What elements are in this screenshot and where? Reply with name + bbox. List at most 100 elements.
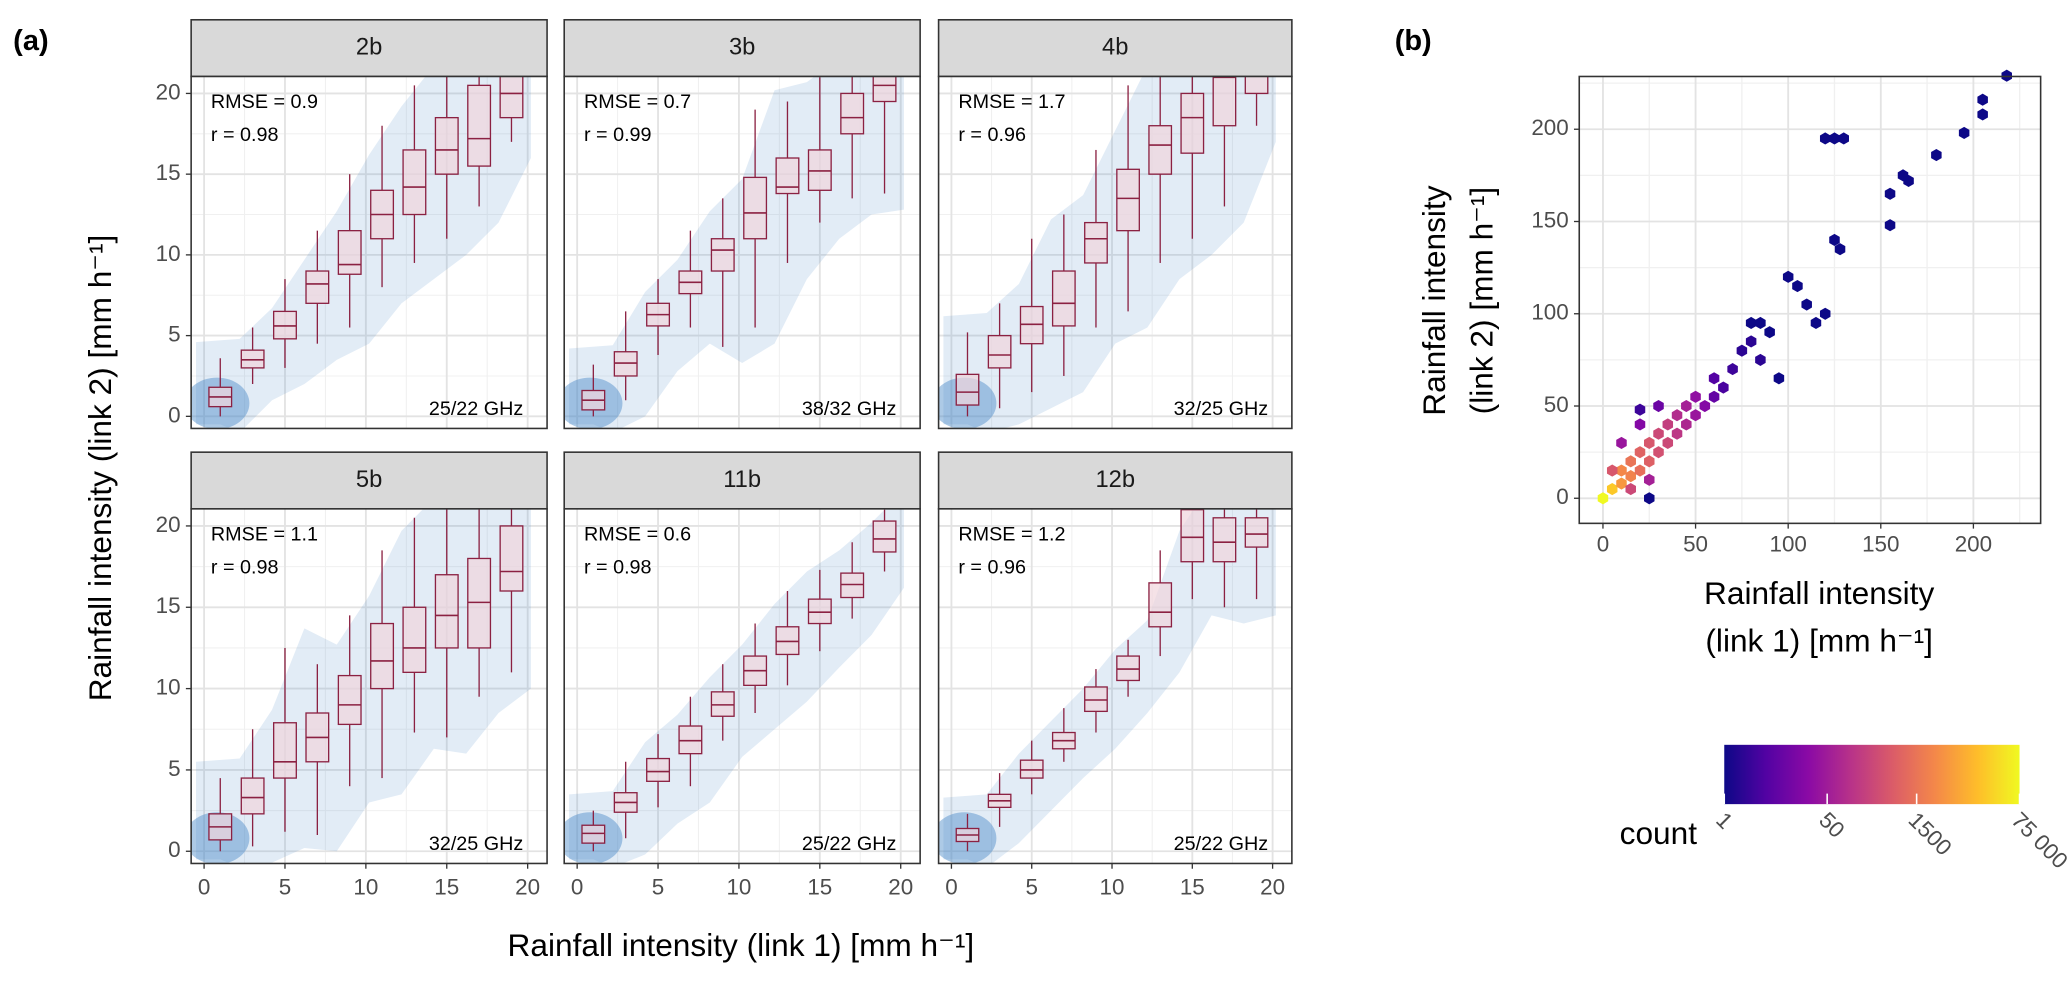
facet: 12b RMSE = 1.2 r = 0.96 25/22 GHz 0 5 10 15 20	[937, 451, 1293, 899]
hexbin	[1782, 270, 1794, 283]
hexbin	[1810, 316, 1822, 330]
box	[807, 149, 832, 191]
x-tick-label: 0	[1597, 532, 1609, 557]
plot-area	[191, 508, 531, 864]
box	[1051, 270, 1076, 327]
hexbin	[1616, 477, 1627, 490]
facet: 3b RMSE = 0.7 r = 0.99 38/32 GHz	[563, 18, 921, 430]
box	[402, 149, 427, 216]
hexbin	[1838, 132, 1849, 145]
y-tick-label: 200	[1531, 115, 1568, 140]
hexbin	[1625, 455, 1636, 468]
hexbin	[1829, 233, 1840, 247]
hexbin	[1606, 482, 1618, 496]
plot-area	[564, 508, 904, 864]
x-axis-title: Rainfall intensity (link 1) [mm h⁻¹]	[508, 927, 975, 963]
panel-border	[563, 75, 921, 430]
strip-label: 11b	[723, 467, 761, 493]
box	[710, 691, 735, 717]
y-tick-label: 10	[156, 675, 181, 700]
box	[240, 349, 265, 369]
box	[1180, 92, 1205, 154]
y-tick-label: 20	[156, 79, 181, 104]
x-tick-label: 20	[888, 874, 913, 899]
box	[370, 622, 395, 690]
rmse-label: RMSE = 0.7	[584, 91, 691, 113]
rmse-label: RMSE = 1.2	[958, 523, 1065, 545]
strip	[190, 18, 548, 78]
x-tick-label: 20	[1260, 874, 1285, 899]
box	[1180, 509, 1205, 563]
hexbin	[1671, 427, 1683, 440]
box	[499, 525, 524, 592]
frequency-label: 25/22 GHz	[1174, 833, 1269, 855]
hexbin	[1653, 399, 1664, 413]
r-label: r = 0.96	[958, 124, 1026, 146]
panel-border	[1578, 75, 2042, 525]
hexbin	[1773, 372, 1785, 385]
x-tick-label: 5	[652, 874, 664, 899]
x-tick-label: 0	[945, 874, 957, 899]
plot-area	[938, 76, 1276, 429]
frequency-label: 25/22 GHz	[802, 833, 897, 855]
box	[678, 725, 703, 755]
r-label: r = 0.98	[211, 124, 279, 146]
x-tick-label: 15	[434, 874, 459, 899]
hexbin	[1834, 243, 1846, 256]
x-tick-label: 15	[807, 874, 832, 899]
hexbin	[1662, 418, 1674, 431]
hexbin	[1736, 344, 1748, 357]
box	[646, 757, 671, 782]
hexbin	[1681, 399, 1692, 413]
panel-label: (b)	[1395, 25, 1432, 57]
hexbin	[1718, 381, 1729, 394]
strip	[563, 18, 921, 78]
hexbin	[1634, 418, 1646, 431]
x-tick-label: 200	[1955, 532, 1992, 557]
y-tick-label: 5	[168, 756, 180, 781]
r-label: r = 0.99	[584, 124, 652, 146]
box	[337, 230, 362, 275]
box	[434, 116, 459, 175]
plot-bg	[938, 76, 1292, 429]
strip	[937, 18, 1293, 78]
hexbin	[1662, 436, 1674, 449]
hexbin	[1819, 307, 1831, 320]
panel-border	[190, 508, 548, 865]
hexbin	[1644, 455, 1655, 468]
box	[955, 373, 980, 406]
box	[1148, 125, 1173, 175]
panel-border	[190, 75, 548, 430]
x-tick-label: 50	[1683, 532, 1708, 557]
hexbin	[1931, 149, 1942, 162]
box	[775, 157, 800, 195]
y-tick-label: 0	[168, 837, 180, 862]
strip-label: 4b	[1102, 34, 1128, 60]
hexbin	[1884, 187, 1896, 200]
x-tick-label: 20	[515, 874, 540, 899]
x-axis-title: (link 1) [mm h⁻¹]	[1705, 623, 1933, 659]
box	[1116, 655, 1140, 682]
hexbin	[1977, 108, 1988, 121]
colorbar-tick-label: 1500	[1904, 807, 1957, 860]
hexbin	[1625, 482, 1636, 496]
colorbar-tick-label: 1	[1711, 807, 1737, 833]
hexbin	[1884, 219, 1896, 232]
hexbin	[1606, 464, 1618, 477]
r-label: r = 0.98	[211, 556, 279, 578]
hexbin	[1616, 464, 1627, 477]
panel-border	[937, 508, 1293, 865]
y-axis-title: (link 2) [mm h⁻¹]	[1464, 187, 1500, 415]
box	[581, 824, 606, 844]
hexbin	[1597, 492, 1609, 505]
y-tick-label: 0	[168, 402, 180, 427]
rmse-label: RMSE = 1.7	[958, 91, 1065, 113]
y-axis-title: Rainfall intensity	[1416, 185, 1452, 415]
y-tick-label: 5	[168, 322, 180, 347]
colorbar-tick-label: 75 000	[2007, 807, 2067, 873]
strip	[937, 451, 1293, 510]
facet: 4b RMSE = 1.7 r = 0.96 32/25 GHz	[937, 18, 1293, 430]
panel-border	[563, 508, 921, 865]
box	[710, 238, 735, 272]
